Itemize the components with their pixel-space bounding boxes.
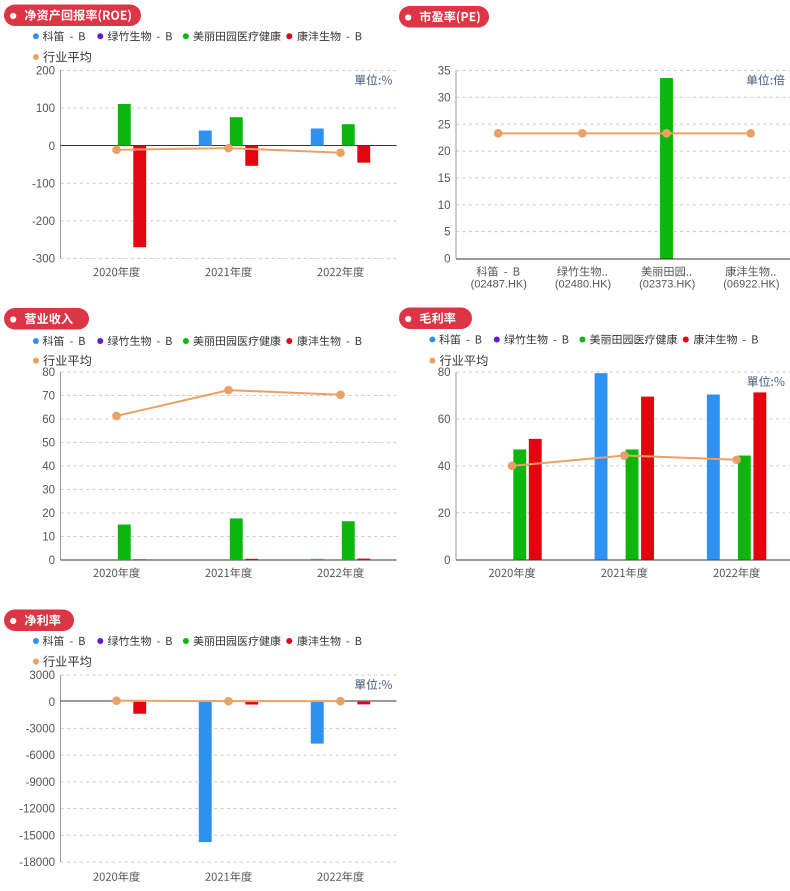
- svg-text:60: 60: [42, 414, 55, 426]
- svg-text:-12000: -12000: [19, 804, 55, 816]
- svg-text:70: 70: [42, 391, 55, 403]
- svg-text:-3000: -3000: [26, 724, 55, 736]
- svg-text:-6000: -6000: [26, 750, 55, 762]
- svg-text:-18000: -18000: [19, 857, 55, 869]
- svg-text:-15000: -15000: [19, 830, 55, 842]
- svg-text:60: 60: [438, 414, 451, 426]
- svg-text:5: 5: [444, 227, 450, 239]
- svg-text:20: 20: [438, 508, 451, 520]
- svg-text:80: 80: [42, 367, 55, 379]
- svg-text:-100: -100: [32, 178, 55, 190]
- svg-text:15: 15: [438, 173, 451, 185]
- svg-text:30: 30: [42, 485, 55, 497]
- svg-text:3000: 3000: [29, 670, 55, 682]
- svg-text:(02373.HK): (02373.HK): [639, 279, 695, 291]
- svg-text:(02480.HK): (02480.HK): [555, 279, 611, 291]
- svg-text:0: 0: [49, 697, 55, 709]
- svg-text:20: 20: [438, 146, 451, 158]
- svg-text:-200: -200: [32, 216, 55, 228]
- svg-text:-9000: -9000: [26, 777, 55, 789]
- svg-text:-300: -300: [32, 254, 55, 266]
- svg-text:35: 35: [438, 66, 451, 78]
- svg-text:0: 0: [444, 254, 450, 266]
- svg-text:10: 10: [438, 200, 451, 212]
- svg-text:80: 80: [438, 367, 451, 379]
- svg-text:25: 25: [438, 119, 451, 131]
- svg-text:0: 0: [444, 555, 450, 567]
- svg-text:(02487.HK): (02487.HK): [471, 279, 527, 291]
- svg-text:40: 40: [438, 461, 451, 473]
- svg-text:(06922.HK): (06922.HK): [723, 279, 779, 291]
- svg-text:0: 0: [49, 555, 55, 567]
- svg-text:50: 50: [42, 438, 55, 450]
- svg-text:40: 40: [42, 461, 55, 473]
- svg-text:200: 200: [36, 66, 55, 78]
- svg-text:0: 0: [49, 141, 55, 153]
- svg-text:20: 20: [42, 508, 55, 520]
- svg-text:10: 10: [42, 532, 55, 544]
- svg-text:30: 30: [438, 93, 451, 105]
- svg-text:100: 100: [36, 103, 55, 115]
